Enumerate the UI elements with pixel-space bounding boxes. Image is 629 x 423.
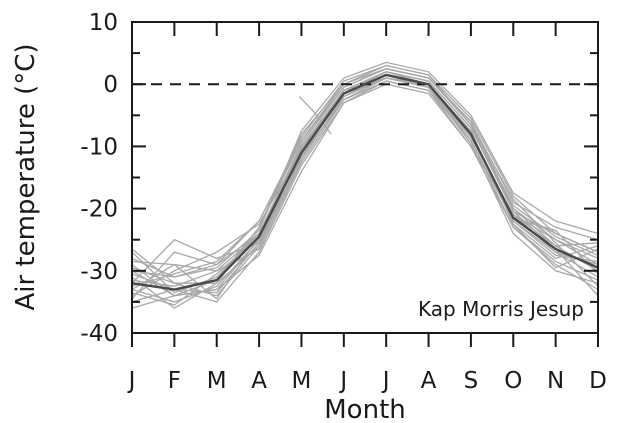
series-line xyxy=(131,74,599,284)
y-tick-labels: 10 0 -10 -20 -30 -40 xyxy=(80,10,118,347)
axis-ticks xyxy=(131,21,599,347)
series-line xyxy=(131,61,599,278)
series-line xyxy=(131,77,599,297)
x-tick-label: J xyxy=(127,368,136,394)
y-tick-label: -30 xyxy=(80,259,118,285)
series-line xyxy=(131,83,599,309)
x-tick-label: J xyxy=(381,368,390,394)
x-tick-label: M xyxy=(292,368,312,394)
series-line xyxy=(131,80,599,287)
y-axis-label: Air temperature (°C) xyxy=(11,43,41,310)
x-tick-label: A xyxy=(421,368,437,394)
station-annotation: Kap Morris Jesup xyxy=(418,297,584,321)
x-tick-label: M xyxy=(207,368,227,394)
y-tick-label: -40 xyxy=(80,321,118,347)
x-tick-label: N xyxy=(547,368,564,394)
x-tick-label: D xyxy=(589,368,607,394)
x-axis-label: Month xyxy=(324,395,406,423)
series-line xyxy=(131,71,599,291)
x-tick-label: F xyxy=(168,368,181,394)
series-line xyxy=(131,74,599,284)
y-tick-label: -10 xyxy=(80,134,118,160)
series-lines xyxy=(131,61,599,309)
series-line xyxy=(131,77,599,297)
series-line xyxy=(131,71,599,306)
y-tick-label: 10 xyxy=(89,10,118,36)
mean-series-line xyxy=(131,73,599,291)
x-tick-label: S xyxy=(464,368,479,394)
y-tick-label: 0 xyxy=(103,72,118,98)
x-tick-label: J xyxy=(338,368,347,394)
x-tick-label: O xyxy=(504,368,522,394)
partial-series-line xyxy=(298,96,332,135)
series-line xyxy=(131,68,599,297)
y-tick-label: -20 xyxy=(80,197,118,223)
series-line xyxy=(131,64,599,287)
series-line xyxy=(131,68,599,297)
x-tick-label: A xyxy=(251,368,267,394)
series-line xyxy=(131,71,599,297)
series-line xyxy=(131,64,599,309)
series-line xyxy=(131,71,599,300)
